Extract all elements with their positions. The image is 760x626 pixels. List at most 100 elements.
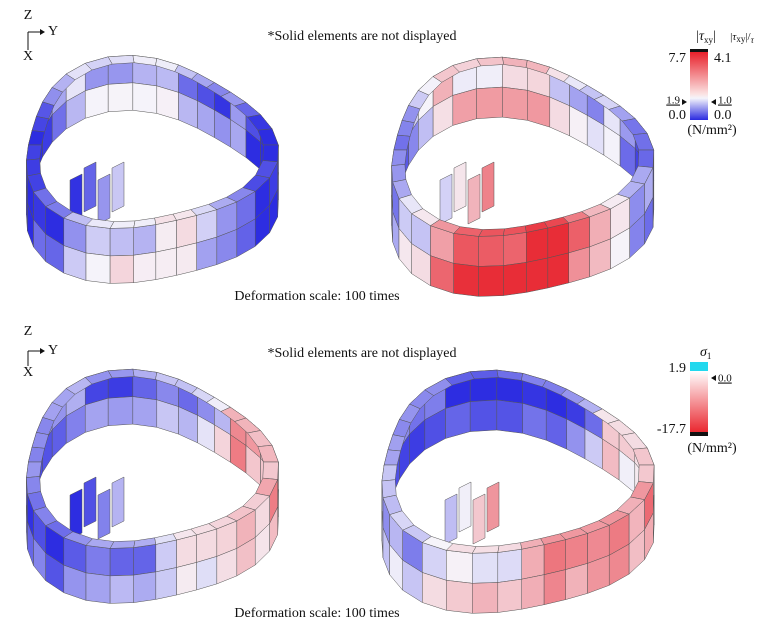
element-face [446, 580, 472, 613]
element-face [134, 225, 156, 256]
axis-label: Y [48, 343, 58, 358]
element-face [134, 544, 156, 575]
element-face [453, 89, 477, 126]
inner-element [440, 174, 452, 224]
note: *Solid elements are not displayed [268, 29, 457, 44]
element-top [110, 541, 135, 549]
element-face [526, 228, 548, 262]
element-face [110, 228, 134, 256]
element-face [86, 253, 110, 283]
legend-label: 0.0 [718, 373, 732, 385]
axis-label: Z [24, 8, 33, 23]
element-face [522, 545, 544, 580]
element-top [26, 159, 40, 176]
element-top [477, 57, 504, 66]
colorbar-cap [690, 432, 708, 436]
element-face [503, 262, 526, 295]
element-face [548, 253, 569, 288]
legend-label: 0.0 [714, 108, 732, 123]
marker [682, 99, 687, 105]
inner-element [112, 162, 124, 212]
axis-triad: Z Y X [23, 324, 58, 380]
element-face [197, 237, 217, 270]
element-face [177, 535, 197, 568]
element-face [446, 550, 472, 583]
element-face [454, 263, 479, 296]
element-face [522, 575, 544, 610]
element-face [503, 232, 526, 265]
element-top [26, 145, 41, 160]
marker [711, 375, 716, 381]
element-face [548, 223, 569, 258]
element-face [544, 540, 566, 575]
colorbar-cap [690, 49, 708, 52]
axis-label: X [23, 49, 33, 64]
legend-label: 1.9 [669, 361, 687, 376]
element-face [477, 87, 503, 119]
element-face [498, 579, 522, 612]
element-face [134, 252, 156, 283]
element-top [108, 369, 134, 378]
legend-label: 0.0 [669, 108, 687, 123]
legend-title: |τxy|/τ [730, 31, 754, 46]
axis-label: Z [24, 324, 33, 339]
element-face [472, 553, 498, 584]
inner-element [112, 477, 124, 527]
element-face [454, 233, 479, 266]
inner-element [468, 174, 480, 224]
element-face [527, 90, 550, 127]
axis-triad: Z Y X [23, 8, 58, 64]
element-face [472, 583, 498, 614]
element-top [263, 145, 279, 162]
axis-label: Y [48, 24, 58, 39]
element-face [86, 226, 110, 256]
inner-element [454, 162, 466, 212]
legend-label: 1.9 [666, 95, 680, 107]
element-face [177, 243, 197, 275]
element-face [86, 573, 110, 604]
element-face [479, 266, 504, 297]
element-face [133, 83, 157, 114]
inner-element [445, 494, 457, 544]
inner-element [482, 162, 494, 212]
element-face [134, 572, 156, 603]
element-top [28, 447, 44, 462]
colorbar [690, 362, 708, 371]
legend-label: -17.7 [657, 422, 686, 437]
element-top [392, 164, 406, 182]
legend-label: 4.1 [714, 51, 732, 66]
colorbar [690, 52, 708, 120]
legend-unit: (N/mm²) [687, 123, 737, 138]
inner-element [98, 174, 110, 224]
element-top [638, 150, 654, 168]
inner-element [473, 494, 485, 544]
element-face [177, 562, 197, 595]
text: | [713, 29, 716, 44]
colorbar-legend: |τxy| |τxy|/τ 7.7 4.1 1.9 1.0 0.0 0.0 (N… [666, 29, 754, 138]
legend-label: 7.7 [669, 51, 687, 66]
element-top [263, 462, 279, 480]
arrowhead [40, 29, 45, 35]
element-top [26, 476, 40, 494]
element-face [502, 87, 527, 120]
inner-element [459, 482, 471, 532]
element-top [382, 480, 396, 498]
element-top [382, 465, 397, 481]
axis-label: X [23, 365, 33, 380]
legend-title: |τxy| [696, 29, 716, 45]
text: τ [751, 35, 755, 45]
element-top [108, 55, 134, 64]
element-top [26, 462, 41, 478]
element-top [472, 546, 499, 554]
figure: Z Y X *Solid elements are not displayed … [0, 0, 760, 626]
element-top [392, 150, 407, 166]
legend-title: σ1 [700, 345, 711, 361]
element-face [197, 556, 217, 590]
element-face [156, 568, 177, 600]
element-face [108, 83, 133, 112]
marker [711, 99, 716, 105]
element-face [156, 540, 177, 572]
element-face [498, 549, 522, 582]
element-face [133, 397, 157, 428]
inner-element [84, 162, 96, 212]
